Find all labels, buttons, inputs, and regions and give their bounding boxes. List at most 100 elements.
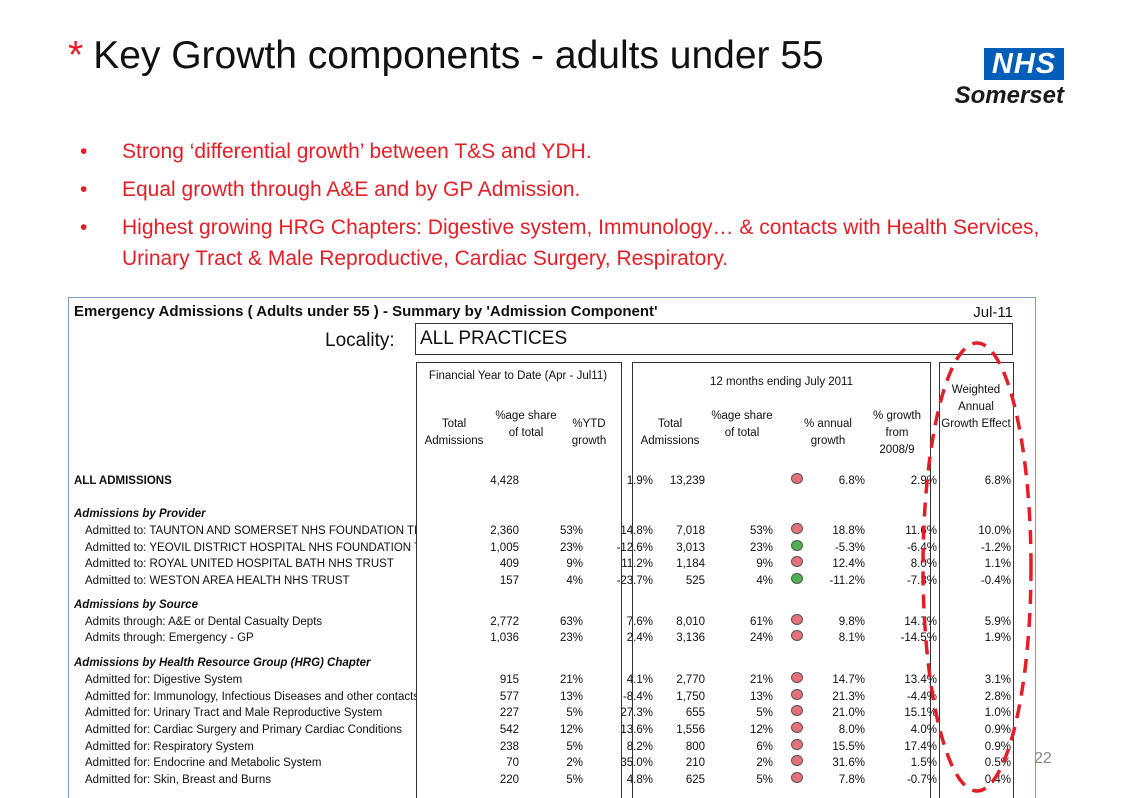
cell-ytd-total: 227 <box>499 707 519 719</box>
cell-ytd-total: 70 <box>506 757 519 769</box>
cell-total-12m: 7,018 <box>676 525 705 537</box>
row-label: Admits through: Emergency - GP <box>85 632 254 644</box>
table-row: Admitted to: YEOVIL DISTRICT HOSPITAL NH… <box>69 540 1035 557</box>
cell-total-12m: 8,010 <box>676 616 705 628</box>
col-total-admissions-12m: Total Admissions <box>640 418 700 447</box>
row-label: Admitted for: Skin, Breast and Burns <box>85 774 272 786</box>
cell-weighted: -1.2% <box>980 542 1011 554</box>
cell-growth-0809: 2.9% <box>910 475 937 487</box>
cell-ytd-share: 53% <box>559 525 583 537</box>
cell-share-12m: 5% <box>756 774 773 786</box>
section-label: Admissions by Health Resource Group (HRG… <box>74 657 371 669</box>
cell-ytd-growth: -12.6% <box>616 542 653 554</box>
cell-ytd-share: 4% <box>566 575 583 587</box>
cell-ytd-share: 5% <box>566 774 583 786</box>
cell-ytd-total: 2,772 <box>490 616 519 628</box>
cell-ytd-share: 13% <box>559 691 583 703</box>
cell-ytd-total: 157 <box>499 575 519 587</box>
cell-share-12m: 5% <box>756 707 773 719</box>
cell-ytd-growth: 13.6% <box>620 724 653 736</box>
cell-weighted: 0.9% <box>984 741 1011 753</box>
cell-growth-0809: 4.0% <box>910 724 937 736</box>
cell-ytd-total: 220 <box>499 774 519 786</box>
table-row: Admitted to: ROYAL UNITED HOSPITAL BATH … <box>69 556 1035 573</box>
cell-annual-growth: 9.8% <box>838 616 865 628</box>
cell-growth-0809: 15.1% <box>904 707 937 719</box>
col-annual-growth: % annual growth <box>804 418 852 447</box>
cell-ytd-growth: 4.8% <box>626 774 653 786</box>
cell-growth-0809: 8.0% <box>910 558 937 570</box>
cell-growth-0809: -4.4% <box>906 691 937 703</box>
col-growth-0809: % growth from 2008/9 <box>873 410 921 456</box>
cell-share-12m: 6% <box>756 741 773 753</box>
cell-total-12m: 655 <box>685 707 705 719</box>
section-label: Admissions by Provider <box>74 508 206 520</box>
cell-share-12m: 13% <box>749 691 773 703</box>
cell-ytd-growth: 1.9% <box>626 475 653 487</box>
cell-ytd-growth: 14.8% <box>620 525 653 537</box>
cell-ytd-total: 238 <box>499 741 519 753</box>
table-row: Admitted for: Urinary Tract and Male Rep… <box>69 705 1035 722</box>
cell-growth-0809: -0.7% <box>906 774 937 786</box>
cell-ytd-growth: 27.3% <box>620 707 653 719</box>
title-text: Key Growth components - adults under 55 <box>93 34 824 77</box>
cell-ytd-share: 23% <box>559 542 583 554</box>
cell-annual-growth: 8.1% <box>838 632 865 644</box>
cell-ytd-share: 21% <box>559 674 583 686</box>
cell-total-12m: 210 <box>685 757 705 769</box>
cell-ytd-growth: 11.2% <box>621 558 653 570</box>
cell-annual-growth: 15.5% <box>832 741 865 753</box>
weighted-panel <box>939 362 1014 798</box>
locality-value: ALL PRACTICES <box>420 328 568 349</box>
cell-ytd-share: 23% <box>559 632 583 644</box>
cell-weighted: 2.8% <box>984 691 1011 703</box>
row-label: Admits through: A&E or Dental Casualty D… <box>85 616 323 628</box>
table-row-all: ALL ADMISSIONS 4,428 1.9% 13,239 6.8% 2.… <box>69 473 1035 490</box>
cell-annual-growth: -5.3% <box>834 542 865 554</box>
cell-ytd-total: 542 <box>499 724 519 736</box>
cell-growth-0809: -14.5% <box>900 632 937 644</box>
table-row: Admitted for: Digestive System 915 21% 4… <box>69 672 1035 689</box>
nhs-logo: NHS Somerset <box>944 48 1064 110</box>
cell-annual-growth: 6.8% <box>838 475 865 487</box>
status-indicator-red <box>791 705 803 716</box>
cell-ytd-total: 1,005 <box>490 542 519 554</box>
cell-ytd-share: 5% <box>566 707 583 719</box>
cell-annual-growth: 21.0% <box>832 707 865 719</box>
status-indicator-red <box>791 722 803 733</box>
table-row: Admitted for: Respiratory System 238 5% … <box>69 739 1035 756</box>
cell-weighted: 1.9% <box>984 632 1011 644</box>
table-row: Admitted for: Endocrine and Metabolic Sy… <box>69 755 1035 772</box>
cell-annual-growth: -11.2% <box>829 575 865 587</box>
cell-ytd-total: 577 <box>499 691 519 703</box>
cell-share-12m: 21% <box>749 674 773 686</box>
status-indicator-red <box>791 630 803 641</box>
section-header-source: Admissions by Source <box>69 597 1035 614</box>
fytd-panel <box>416 362 622 798</box>
status-indicator-red <box>791 614 803 625</box>
cell-ytd-growth: 35.0% <box>620 757 653 769</box>
cell-total-12m: 1,750 <box>676 691 705 703</box>
section-header-hrg: Admissions by Health Resource Group (HRG… <box>69 655 1035 672</box>
status-indicator-red <box>791 755 803 766</box>
cell-growth-0809: 1.5% <box>910 757 937 769</box>
cell-total-12m: 2,770 <box>676 674 705 686</box>
status-indicator-green <box>791 540 803 551</box>
nhs-logo-org: Somerset <box>954 82 1064 109</box>
col-share-12m: %age share of total <box>711 410 773 439</box>
table-row: Admitted for: Cardiac Surgery and Primar… <box>69 722 1035 739</box>
section-header-provider: Admissions by Provider <box>69 506 1035 523</box>
cell-ytd-growth: 4.1% <box>626 674 653 686</box>
cell-annual-growth: 7.8% <box>838 774 865 786</box>
cell-ytd-total: 2,360 <box>490 525 519 537</box>
row-label: Admitted for: Digestive System <box>85 674 243 686</box>
table-row: Admitted for: Skin, Breast and Burns 220… <box>69 772 1035 789</box>
cell-ytd-total: 409 <box>499 558 519 570</box>
title-marker: * <box>68 34 84 77</box>
weighted-group-header: Weighted Annual Growth Effect <box>941 384 1011 430</box>
sheet-date: Jul-11 <box>973 304 1013 321</box>
page-number: 22 <box>1034 750 1052 767</box>
spreadsheet-summary: Emergency Admissions ( Adults under 55 )… <box>68 297 1036 798</box>
row-label: ALL ADMISSIONS <box>74 475 172 487</box>
status-indicator-green <box>791 573 803 584</box>
